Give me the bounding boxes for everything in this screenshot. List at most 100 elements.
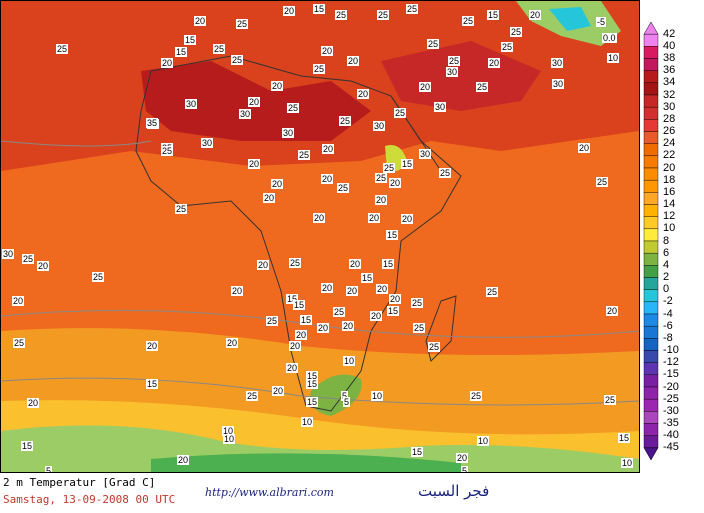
temp-label: 20 bbox=[370, 311, 383, 321]
temp-label: 10 bbox=[222, 426, 235, 436]
temp-label: 20 bbox=[226, 338, 239, 348]
temp-label: 25 bbox=[266, 316, 279, 326]
temp-label: 15 bbox=[361, 273, 374, 283]
temp-label: 35 bbox=[146, 118, 159, 128]
temp-label: 25 bbox=[476, 82, 489, 92]
temp-label: 20 bbox=[529, 10, 542, 20]
temp-label: 20 bbox=[263, 193, 276, 203]
temp-label: 30 bbox=[282, 128, 295, 138]
legend-tick-label: 36 bbox=[663, 64, 676, 77]
contour-line bbox=[1, 140, 152, 147]
temp-label: 20 bbox=[12, 296, 25, 306]
temp-label: 20 bbox=[342, 321, 355, 331]
temp-label: 30 bbox=[239, 109, 252, 119]
legend-swatch bbox=[643, 411, 659, 424]
temp-label: 20 bbox=[272, 386, 285, 396]
legend-tick-label: 14 bbox=[663, 198, 676, 211]
temp-label: 20 bbox=[161, 58, 174, 68]
temp-label: 25 bbox=[298, 150, 311, 160]
temp-label: 20 bbox=[271, 179, 284, 189]
legend-swatch bbox=[643, 277, 659, 290]
temp-label: 15 bbox=[401, 159, 414, 169]
legend-tick-label: -20 bbox=[663, 380, 679, 393]
legend-swatch bbox=[643, 289, 659, 303]
cool-band-4 bbox=[151, 453, 461, 472]
legend-tick-label: 42 bbox=[663, 27, 676, 40]
hot-core-arabia bbox=[381, 41, 541, 111]
legend-tick-label: 0 bbox=[663, 283, 670, 296]
temperature-map: 25 15 20 25 20 20 25 25 20 25 15 25 15 2… bbox=[0, 0, 640, 473]
legend-tick-label: -2 bbox=[663, 295, 673, 308]
legend-swatch bbox=[643, 313, 659, 327]
legend-swatch bbox=[643, 143, 659, 157]
temp-label: 0.0 bbox=[602, 33, 617, 43]
temp-label: 30 bbox=[201, 138, 214, 148]
temp-label: 20 bbox=[37, 261, 50, 271]
temp-label: 20 bbox=[376, 284, 389, 294]
temp-label: 25 bbox=[439, 168, 452, 178]
legend-tick-label: 16 bbox=[663, 185, 676, 198]
temp-label: 5 bbox=[45, 466, 53, 472]
temp-label: 20 bbox=[283, 6, 296, 16]
temp-label: 25 bbox=[13, 338, 26, 348]
temp-label: 20 bbox=[347, 56, 360, 66]
temp-label: 15 bbox=[175, 47, 188, 57]
legend-tick-label: 10 bbox=[663, 222, 676, 235]
temp-label: 25 bbox=[313, 64, 326, 74]
temp-label: 25 bbox=[92, 272, 105, 282]
legend-swatch bbox=[643, 131, 659, 144]
temp-label: 10 bbox=[343, 356, 356, 366]
temp-label: -5 bbox=[596, 17, 607, 27]
temp-label: 25 bbox=[413, 323, 426, 333]
legend-swatch bbox=[643, 301, 659, 315]
legend-swatch bbox=[643, 350, 659, 363]
temp-label: 20 bbox=[177, 455, 190, 465]
watermark-url[interactable]: http://www.albrari.com bbox=[205, 486, 334, 499]
legend-swatch bbox=[643, 265, 659, 278]
temp-label: 20 bbox=[248, 159, 261, 169]
legend-swatch bbox=[643, 228, 659, 242]
legend-swatch bbox=[643, 58, 659, 71]
temp-label: 25 bbox=[231, 55, 244, 65]
temp-label: 25 bbox=[383, 163, 396, 173]
legend-tick-label: -25 bbox=[663, 392, 679, 405]
temp-label: 25 bbox=[427, 39, 440, 49]
legend-tick-label: -30 bbox=[663, 404, 679, 417]
legend-tick-label: -35 bbox=[663, 417, 679, 430]
legend-swatch bbox=[643, 362, 659, 376]
temp-label: 25 bbox=[289, 258, 302, 268]
temp-label: 30 bbox=[434, 102, 447, 112]
temp-label: 25 bbox=[161, 146, 174, 156]
legend-tick-label: 20 bbox=[663, 161, 676, 174]
temp-label: 20 bbox=[606, 306, 619, 316]
temp-label: 30 bbox=[373, 121, 386, 131]
legend-tick-label: -10 bbox=[663, 344, 679, 357]
temp-label: 25 bbox=[596, 177, 609, 187]
legend-tick-label: 38 bbox=[663, 52, 676, 65]
temp-label: 25 bbox=[470, 391, 483, 401]
legend-swatch bbox=[643, 155, 659, 169]
legend-swatch bbox=[643, 119, 659, 132]
legend-tick-label: 22 bbox=[663, 149, 676, 162]
legend-tick-label: -12 bbox=[663, 356, 679, 369]
legend-swatch bbox=[643, 386, 659, 400]
legend-swatch bbox=[643, 423, 659, 436]
temp-label: 15 bbox=[618, 433, 631, 443]
temp-label: 20 bbox=[286, 363, 299, 373]
temp-label: 25 bbox=[335, 10, 348, 20]
temp-label: 25 bbox=[486, 287, 499, 297]
legend-swatch bbox=[643, 192, 659, 205]
temp-label: 25 bbox=[394, 108, 407, 118]
map-canvas bbox=[1, 1, 639, 472]
temp-label: 15 bbox=[300, 315, 313, 325]
temp-label: 25 bbox=[56, 44, 69, 54]
temp-label: 25 bbox=[604, 395, 617, 405]
temp-label: 25 bbox=[411, 298, 424, 308]
temp-label: 5 bbox=[343, 397, 351, 407]
legend-swatch bbox=[643, 216, 659, 230]
temp-label: 25 bbox=[246, 391, 259, 401]
legend-swatch bbox=[643, 325, 659, 339]
temp-label: 10 bbox=[223, 434, 236, 444]
legend-swatch bbox=[643, 106, 659, 120]
temp-label: 15 bbox=[487, 10, 500, 20]
